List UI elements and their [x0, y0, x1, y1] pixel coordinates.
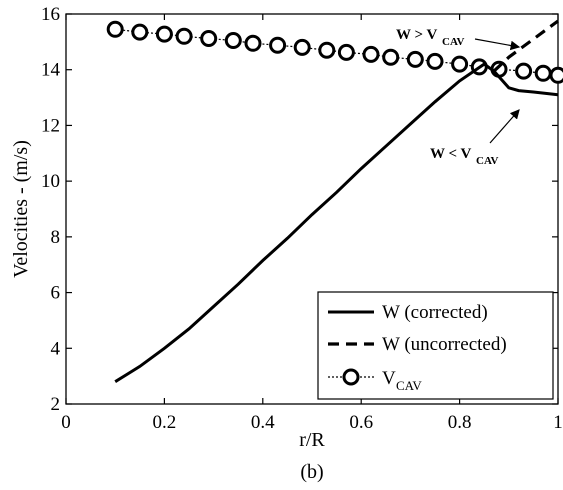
annotation-w-greater-text: W > V — [396, 27, 438, 43]
annotation-w-less-text: W < V — [430, 146, 472, 162]
series-vcav-point — [200, 30, 218, 47]
axis-ticks — [65, 13, 559, 405]
figure-caption: (b) — [300, 461, 323, 483]
annotation-w-less-arrow — [489, 109, 520, 144]
series-vcav-point — [426, 52, 444, 70]
y-tick-label: 4 — [51, 338, 61, 359]
annotation-w-less: W < V CAV — [430, 109, 520, 167]
plot-frame — [65, 13, 559, 405]
y-tick-label: 6 — [51, 283, 61, 304]
series-vcav-point — [131, 23, 149, 41]
annotation-w-less-subscript: CAV — [476, 155, 498, 167]
y-tick-label: 16 — [41, 4, 60, 25]
legend-swatch-vcav-marker — [342, 368, 360, 386]
series-vcav-point — [362, 45, 380, 63]
series-vcav-point — [155, 25, 173, 43]
x-tick-label: 0.4 — [251, 412, 275, 433]
series-vcav-point — [175, 27, 193, 45]
x-tick-label: 0 — [61, 412, 71, 433]
x-tick-label: 1 — [553, 412, 563, 433]
legend-label-vcav: V — [382, 368, 396, 389]
series-vcav-point — [293, 38, 311, 56]
x-tick-labels: 0 0.2 0.4 0.6 0.8 1 — [61, 412, 563, 433]
annotation-w-greater-arrow — [474, 38, 521, 51]
y-tick-labels: 2 4 6 8 10 12 14 16 — [41, 4, 61, 415]
annotation-w-greater-subscript: CAV — [442, 36, 464, 48]
legend-label-w-corrected: W (corrected) — [382, 302, 488, 323]
x-tick-label: 0.6 — [349, 412, 373, 433]
legend-label-w-uncorrected: W (uncorrected) — [382, 334, 507, 355]
series-vcav-point — [451, 55, 469, 73]
x-tick-label: 0.2 — [153, 412, 177, 433]
y-tick-label: 8 — [51, 227, 61, 248]
series-vcav-point — [382, 48, 400, 66]
series-vcav — [106, 20, 563, 84]
y-tick-label: 2 — [51, 394, 61, 415]
series-vcav-point — [337, 43, 355, 61]
series-vcav-point — [549, 66, 563, 84]
series-vcav-point — [244, 34, 262, 52]
legend-label-vcav-subscript: CAV — [396, 378, 422, 393]
series-vcav-point — [269, 36, 287, 54]
y-tick-label: 12 — [41, 115, 60, 136]
series-vcav-point — [515, 62, 533, 80]
y-axis-label: Velocities - (m/s) — [10, 140, 32, 278]
y-tick-label: 10 — [41, 171, 60, 192]
series-vcav-point — [224, 32, 242, 49]
series-w-corrected — [114, 62, 559, 383]
series-w-uncorrected — [492, 19, 559, 73]
series-vcav-point — [406, 50, 424, 68]
series-vcav-point — [318, 41, 336, 59]
series-vcav-point — [534, 64, 552, 82]
annotation-w-greater: W > V CAV — [396, 27, 521, 51]
series-vcav-point — [106, 20, 124, 38]
x-tick-label: 0.8 — [448, 412, 472, 433]
y-tick-label: 14 — [41, 60, 61, 81]
x-axis-label: r/R — [299, 429, 325, 451]
legend: W (corrected) W (uncorrected) V CAV — [317, 291, 554, 400]
